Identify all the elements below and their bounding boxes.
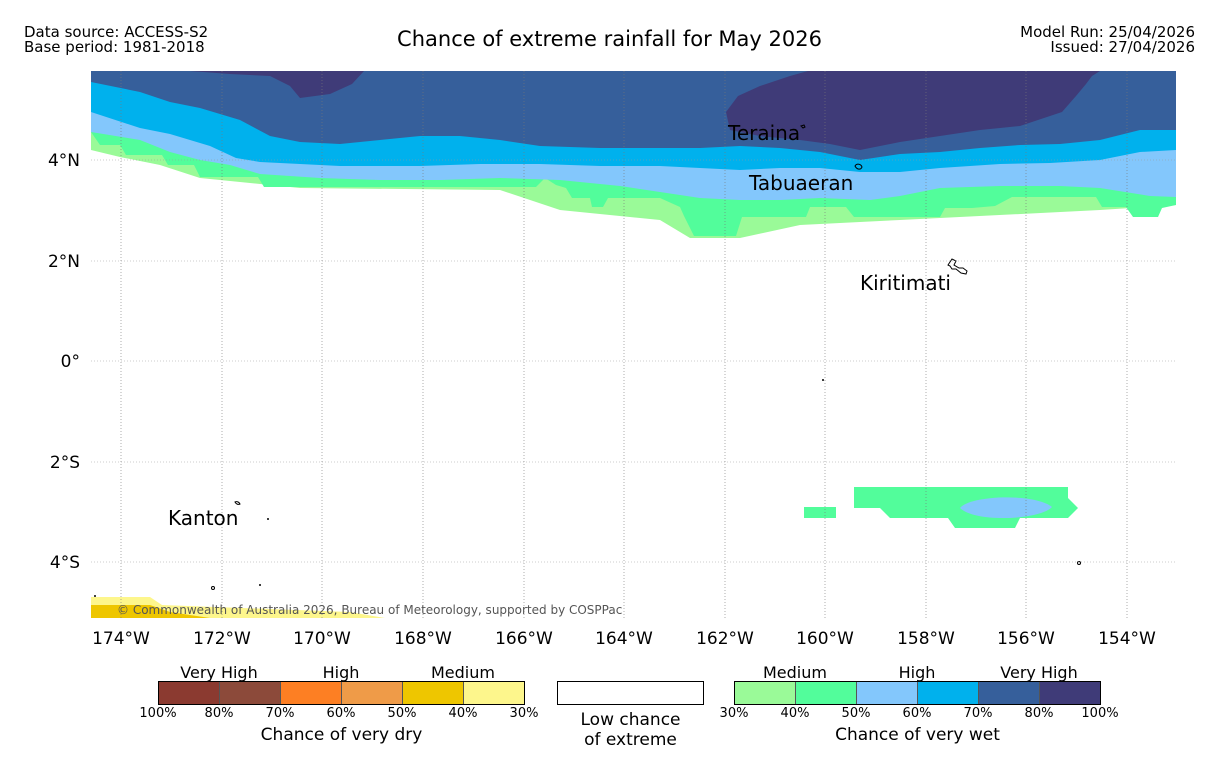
tabuaeran-island <box>854 163 863 170</box>
wet-tick-label: 50% <box>841 706 871 721</box>
dry-swatch <box>219 682 280 704</box>
island-dot <box>94 595 96 597</box>
dry-tick-label: 60% <box>326 706 356 721</box>
dry-swatch <box>341 682 402 704</box>
dry-swatch <box>159 682 219 704</box>
wet-tick-label: 30% <box>719 706 749 721</box>
island-dot <box>1077 561 1081 565</box>
island-dot <box>822 379 824 381</box>
base-period-label: Base period: 1981-2018 <box>24 38 205 56</box>
dry-tick-label: 70% <box>265 706 295 721</box>
longitude-label: 168°W <box>394 629 452 649</box>
data-source-label: Data source: ACCESS-S2 <box>24 23 209 41</box>
kanton-island <box>234 501 241 505</box>
wet-south-patch-small <box>804 507 836 518</box>
model-run-label: Model Run: 25/04/2026 <box>1020 23 1195 41</box>
issued-label: Issued: 27/04/2026 <box>1050 38 1195 56</box>
longitude-label: 166°W <box>495 629 553 649</box>
island-dot <box>211 586 215 590</box>
wet-very-high-region-east <box>726 71 1100 150</box>
place-tabuaeran: Tabuaeran <box>748 171 853 195</box>
latitude-label: 2°S <box>50 453 80 473</box>
wet-group-very-high: Very High <box>1000 663 1078 682</box>
island-dot <box>259 584 261 586</box>
island-dot <box>267 518 269 520</box>
wet-caption: Chance of very wet <box>835 725 1000 745</box>
rainfall-map: 4°N 2°N 0° 2°S 4°S 174°W 172°W 170°W 168°W 166°W… <box>48 71 1176 649</box>
dry-caption: Chance of very dry <box>260 725 423 745</box>
dry-group-medium: Medium <box>431 663 495 682</box>
dry-tick-label: 80% <box>204 706 234 721</box>
place-teraina: Teraina <box>727 121 800 145</box>
latitude-label: 0° <box>61 352 80 372</box>
page-title: Chance of extreme rainfall for May 2026 <box>397 27 822 51</box>
dry-swatch <box>280 682 341 704</box>
longitude-label: 160°W <box>796 629 854 649</box>
longitude-label: 174°W <box>92 629 150 649</box>
wet-tick-label: 100% <box>1081 706 1119 721</box>
dry-tick-label: 30% <box>509 706 539 721</box>
low-chance-line2: of extreme <box>584 730 677 750</box>
wet-group-high: High <box>898 663 936 682</box>
wet-tick-label: 40% <box>780 706 810 721</box>
dry-tick-label: 100% <box>139 706 177 721</box>
dry-swatch <box>463 682 524 704</box>
wet-group-medium: Medium <box>763 663 827 682</box>
wet-swatch <box>795 682 856 704</box>
dry-swatch <box>402 682 463 704</box>
dry-colorbar <box>158 681 525 705</box>
longitude-label: 162°W <box>696 629 754 649</box>
dry-group-high: High <box>322 663 360 682</box>
place-kiritimati: Kiritimati <box>860 271 951 295</box>
wet-swatch <box>917 682 978 704</box>
longitude-label: 172°W <box>193 629 251 649</box>
latitude-label: 2°N <box>48 252 80 272</box>
wet-tick-label: 60% <box>902 706 932 721</box>
dry-tick-label: 40% <box>448 706 478 721</box>
longitude-label: 164°W <box>595 629 653 649</box>
latitude-label: 4°N <box>48 151 80 171</box>
low-chance-swatch <box>557 681 704 705</box>
wet-tick-label: 80% <box>1024 706 1054 721</box>
low-chance-label: Low chance of extreme <box>557 710 704 750</box>
wet-tick-label: 70% <box>963 706 993 721</box>
low-chance-line1: Low chance <box>580 710 681 730</box>
latitude-labels: 4°N 2°N 0° 2°S 4°S <box>48 151 80 573</box>
wet-south-patch-core <box>960 497 1052 519</box>
latitude-label: 4°S <box>50 553 80 573</box>
longitude-labels: 174°W 172°W 170°W 168°W 166°W 164°W 162°W 160°W… <box>92 629 1156 649</box>
longitude-label: 170°W <box>293 629 351 649</box>
copyright-notice: © Commonwealth of Australia 2026, Bureau… <box>117 603 622 617</box>
wet-colorbar <box>734 681 1101 705</box>
map-fill-layer <box>91 71 1176 618</box>
place-kanton: Kanton <box>168 506 238 530</box>
gridlines <box>91 71 1176 618</box>
wet-very-high-region <box>190 71 364 98</box>
wet-swatch <box>856 682 917 704</box>
wet-swatch <box>978 682 1039 704</box>
teraina-island <box>800 124 806 129</box>
dry-group-very-high: Very High <box>180 663 258 682</box>
wet-swatch <box>1039 682 1100 704</box>
longitude-label: 154°W <box>1098 629 1156 649</box>
wet-swatch <box>735 682 795 704</box>
longitude-label: 158°W <box>897 629 955 649</box>
dry-tick-label: 50% <box>387 706 417 721</box>
longitude-label: 156°W <box>997 629 1055 649</box>
